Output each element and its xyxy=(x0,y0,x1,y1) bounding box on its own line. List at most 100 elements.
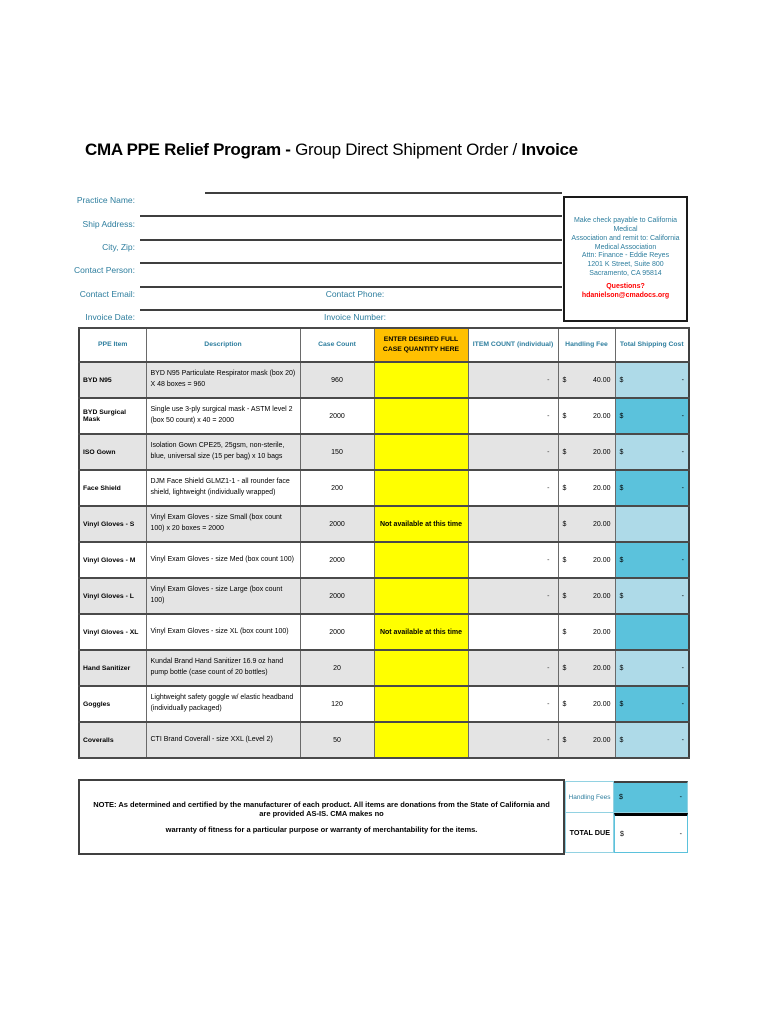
table-row: Face Shield DJM Face Shield GLMZ1-1 - all… xyxy=(78,469,690,507)
page-title: CMA PPE Relief Program - Group Direct Sh… xyxy=(85,140,578,160)
handling-fee-cell-currency: $ xyxy=(562,628,567,636)
shipping-cost-cell: $ - xyxy=(614,433,690,471)
contact-person-input[interactable] xyxy=(140,263,562,285)
handling-fee-cell: $20.00 xyxy=(557,541,616,579)
shipping-cost-cell-currency: $ xyxy=(619,664,624,672)
city-zip-input[interactable] xyxy=(140,240,562,261)
handling-fee-cell-amount: 20.00 xyxy=(592,484,611,492)
handling-fee-cell-amount: 20.00 xyxy=(592,700,611,708)
quantity-input-cell[interactable]: Not available at this time xyxy=(373,613,469,651)
shipping-cost-cell: $ - xyxy=(614,577,690,615)
handling-fee-cell-amount: 20.00 xyxy=(592,448,611,456)
ppe-table-body: BYD N95 BYD N95 Particulate Respirator ma… xyxy=(78,361,690,759)
questions-email-link[interactable]: Questions? hdanielson@cmadocs.org xyxy=(581,283,670,299)
contact-phone-label: Contact Phone: xyxy=(325,289,385,299)
quantity-input-cell[interactable] xyxy=(373,721,469,759)
contact-email-input[interactable] xyxy=(140,287,295,308)
handling-fee-cell-currency: $ xyxy=(562,664,567,672)
handling-fee-cell: $20.00 xyxy=(557,685,616,723)
table-row: BYD N95 BYD N95 Particulate Respirator ma… xyxy=(78,361,690,399)
title-program: CMA PPE Relief Program - xyxy=(85,140,296,159)
invoice-number-label: Invoice Number: xyxy=(324,312,386,322)
shipping-cost-cell: $ - xyxy=(614,721,690,759)
case-count-cell: 120 xyxy=(299,685,375,723)
handling-fee-cell: $40.00 xyxy=(557,361,616,399)
ppe-item-cell: Vinyl Gloves - M xyxy=(78,541,147,579)
quantity-input-cell[interactable] xyxy=(373,541,469,579)
ppe-item-cell: Vinyl Gloves - L xyxy=(78,577,147,615)
description-cell: CTI Brand Coverall - size XXL (Level 2) xyxy=(145,721,301,759)
table-row: BYD Surgical Mask Single use 3-ply surgic… xyxy=(78,397,690,435)
handling-fee-cell-currency: $ xyxy=(562,376,567,384)
shipping-cost-cell-amount: - xyxy=(681,700,684,708)
contact-phone-input[interactable] xyxy=(415,287,562,308)
practice-name-input[interactable] xyxy=(140,193,562,214)
quantity-input-cell[interactable] xyxy=(373,685,469,723)
shipping-cost-cell xyxy=(614,613,690,651)
quantity-input-cell[interactable] xyxy=(373,361,469,399)
handling-fee-cell-currency: $ xyxy=(562,448,567,456)
table-row: Vinyl Gloves - M Vinyl Exam Gloves - size… xyxy=(78,541,690,579)
quantity-input-cell[interactable]: Not available at this time xyxy=(373,505,469,543)
handling-fee-cell: $20.00 xyxy=(557,433,616,471)
header-item-count: ITEM COUNT (individual) xyxy=(467,327,559,363)
handling-fee-cell: $20.00 xyxy=(557,469,616,507)
quantity-input-cell[interactable] xyxy=(373,433,469,471)
description-cell: Lightweight safety goggle w/ elastic hea… xyxy=(145,685,301,723)
form-top-rule xyxy=(205,192,562,194)
header-handling-fee: Handling Fee xyxy=(557,327,616,363)
total-due-cell: $ - xyxy=(614,813,688,853)
invoice-date-input[interactable] xyxy=(140,310,295,326)
shipping-cost-cell-currency: $ xyxy=(619,448,624,456)
table-row: Coveralls CTI Brand Coverall - size XXL (… xyxy=(78,721,690,759)
shipping-cost-cell-currency: $ xyxy=(619,700,624,708)
ppe-item-cell: Hand Sanitizer xyxy=(78,649,147,687)
table-row: Vinyl Gloves - XL Vinyl Exam Gloves - siz… xyxy=(78,613,690,651)
quantity-input-cell[interactable] xyxy=(373,649,469,687)
item-count-cell: - xyxy=(467,397,559,435)
description-cell: Vinyl Exam Gloves - size Med (box count … xyxy=(145,541,301,579)
shipping-cost-cell-amount: - xyxy=(681,376,684,384)
note-line-2: warranty of fitness for a particular pur… xyxy=(165,825,478,834)
invoice-number-input[interactable] xyxy=(415,310,562,326)
description-cell: DJM Face Shield GLMZ1-1 - all rounder fa… xyxy=(145,469,301,507)
city-zip-label: City, Zip: xyxy=(102,242,135,252)
handling-fee-cell-amount: 20.00 xyxy=(592,628,611,636)
quantity-input-cell[interactable] xyxy=(373,469,469,507)
ppe-table: PPE Item Description Case Count ENTER DE… xyxy=(78,327,690,759)
shipping-cost-cell-amount: - xyxy=(681,664,684,672)
item-count-cell: - xyxy=(467,433,559,471)
header-ppe-item: PPE Item xyxy=(78,327,147,363)
shipping-cost-cell: $ - xyxy=(614,397,690,435)
table-header-row: PPE Item Description Case Count ENTER DE… xyxy=(78,327,690,363)
quantity-input-cell[interactable] xyxy=(373,577,469,615)
contact-email-underline xyxy=(140,309,562,311)
title-subtitle: Group Direct Shipment Order / xyxy=(295,140,522,159)
header-description: Description xyxy=(145,327,301,363)
handling-fee-cell-currency: $ xyxy=(562,736,567,744)
quantity-input-cell[interactable] xyxy=(373,397,469,435)
invoice-date-label: Invoice Date: xyxy=(85,312,135,322)
remit-box-lines: Make check payable to California Medical… xyxy=(568,217,683,278)
handling-fee-cell-currency: $ xyxy=(562,556,567,564)
handling-fee-cell: $20.00 xyxy=(557,649,616,687)
handling-fee-cell-amount: 20.00 xyxy=(592,520,611,528)
item-count-cell: - xyxy=(467,577,559,615)
practice-name-label: Practice Name: xyxy=(76,195,135,205)
case-count-cell: 20 xyxy=(299,649,375,687)
item-count-cell: - xyxy=(467,541,559,579)
disclaimer-note: NOTE: As determined and certified by the… xyxy=(78,779,565,855)
shipping-cost-cell: $ - xyxy=(614,469,690,507)
handling-fee-cell-currency: $ xyxy=(562,484,567,492)
shipping-cost-cell xyxy=(614,505,690,543)
ppe-item-cell: Goggles xyxy=(78,685,147,723)
total-due-amount: - xyxy=(679,830,682,838)
case-count-cell: 150 xyxy=(299,433,375,471)
table-row: Goggles Lightweight safety goggle w/ elas… xyxy=(78,685,690,723)
handling-fee-cell-amount: 20.00 xyxy=(592,736,611,744)
ship-address-input[interactable] xyxy=(140,216,562,238)
description-cell: Single use 3-ply surgical mask - ASTM le… xyxy=(145,397,301,435)
ppe-item-cell: ISO Gown xyxy=(78,433,147,471)
ship-address-label: Ship Address: xyxy=(82,219,135,229)
handling-amount: - xyxy=(679,794,682,801)
